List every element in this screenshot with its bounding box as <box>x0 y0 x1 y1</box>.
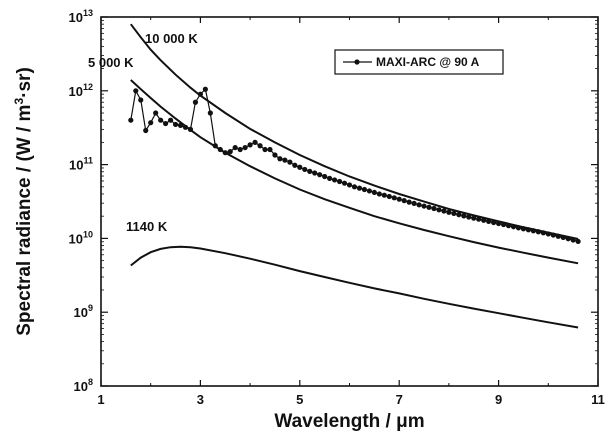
data-point <box>272 152 278 158</box>
x-tick-label: 3 <box>197 392 204 407</box>
data-point <box>287 159 293 165</box>
data-point <box>416 202 422 208</box>
data-point <box>302 166 308 173</box>
series-line-10-000-k <box>130 23 579 240</box>
curve-label: 5 000 K <box>88 55 134 70</box>
data-point <box>163 120 169 127</box>
x-tick-label: 5 <box>296 392 303 407</box>
data-point <box>466 214 472 220</box>
data-point <box>242 144 248 151</box>
data-point <box>331 177 338 183</box>
data-point <box>138 97 144 103</box>
data-point <box>401 198 407 204</box>
data-point <box>386 193 392 200</box>
data-point <box>143 127 149 134</box>
data-point <box>366 188 372 194</box>
data-point <box>327 175 333 182</box>
data-point <box>237 146 243 153</box>
data-point <box>202 86 208 92</box>
series-line-1140-k <box>130 245 579 329</box>
data-point <box>461 213 467 219</box>
data-point <box>436 207 442 213</box>
data-point <box>376 191 382 197</box>
legend: MAXI-ARC @ 90 A <box>334 49 504 75</box>
data-point <box>575 238 581 245</box>
data-point <box>128 117 134 123</box>
y-tick-label: 109 <box>74 303 93 320</box>
data-point <box>252 139 258 145</box>
data-point <box>312 170 318 176</box>
data-point <box>158 117 164 123</box>
curve-label: 10 000 K <box>145 31 198 46</box>
x-tick-label: 11 <box>591 392 605 407</box>
data-point <box>426 204 432 210</box>
curve-label: 1140 K <box>126 219 168 234</box>
data-point <box>292 162 298 168</box>
data-point <box>167 117 174 123</box>
data-point <box>441 208 447 214</box>
ticks: 1 3 5 7 9 11 108 109 1010 1011 1012 1013 <box>69 8 605 407</box>
data-point <box>431 205 437 212</box>
data-point <box>297 164 303 170</box>
data-point <box>411 200 417 207</box>
data-point <box>262 146 268 153</box>
data-point <box>172 121 179 128</box>
series-layer <box>128 23 581 329</box>
data-point <box>351 184 358 190</box>
data-point <box>341 180 348 186</box>
data-point <box>317 172 323 178</box>
data-point <box>451 210 457 217</box>
series-line-5-000-k <box>130 79 579 265</box>
data-point <box>356 185 363 191</box>
y-tick-label: 1010 <box>69 229 93 246</box>
data-point <box>446 209 452 215</box>
data-point <box>406 199 412 205</box>
y-tick-label: 1011 <box>69 156 93 173</box>
y-tick-label: 1013 <box>69 8 93 25</box>
data-point <box>391 195 397 201</box>
data-point <box>421 203 427 209</box>
data-point <box>322 173 328 180</box>
series-line-maxi-arc-90-a <box>130 87 579 242</box>
x-tick-label: 7 <box>396 392 403 407</box>
data-point <box>282 157 288 163</box>
x-tick-label: 1 <box>97 392 104 407</box>
data-point <box>336 178 343 185</box>
x-tick-label: 9 <box>495 392 502 407</box>
data-point <box>257 143 263 149</box>
data-point <box>371 189 377 196</box>
data-point <box>361 186 368 193</box>
data-point <box>456 212 462 218</box>
data-point <box>346 182 353 188</box>
data-point <box>153 110 159 116</box>
labels-layer: 10 000 K 5 000 K 1140 K <box>88 31 198 234</box>
data-point <box>471 215 477 221</box>
data-point <box>227 149 233 155</box>
data-point <box>192 99 199 105</box>
data-point <box>307 168 313 174</box>
y-axis-title: Spectral radiance / (W / m3·sr) <box>12 67 35 336</box>
legend-marker <box>354 59 360 65</box>
data-point <box>247 142 253 148</box>
legend-label: MAXI-ARC @ 90 A <box>376 55 480 69</box>
y-tick-label: 108 <box>74 377 93 394</box>
y-tick-label: 1012 <box>69 82 93 99</box>
data-point <box>277 156 283 162</box>
data-point <box>381 192 387 198</box>
data-point <box>267 146 273 153</box>
x-axis-title: Wavelength / μm <box>274 411 424 431</box>
data-point <box>148 120 154 126</box>
data-point <box>133 88 139 94</box>
data-point <box>207 110 213 116</box>
data-point <box>232 144 238 151</box>
data-point <box>396 196 402 202</box>
